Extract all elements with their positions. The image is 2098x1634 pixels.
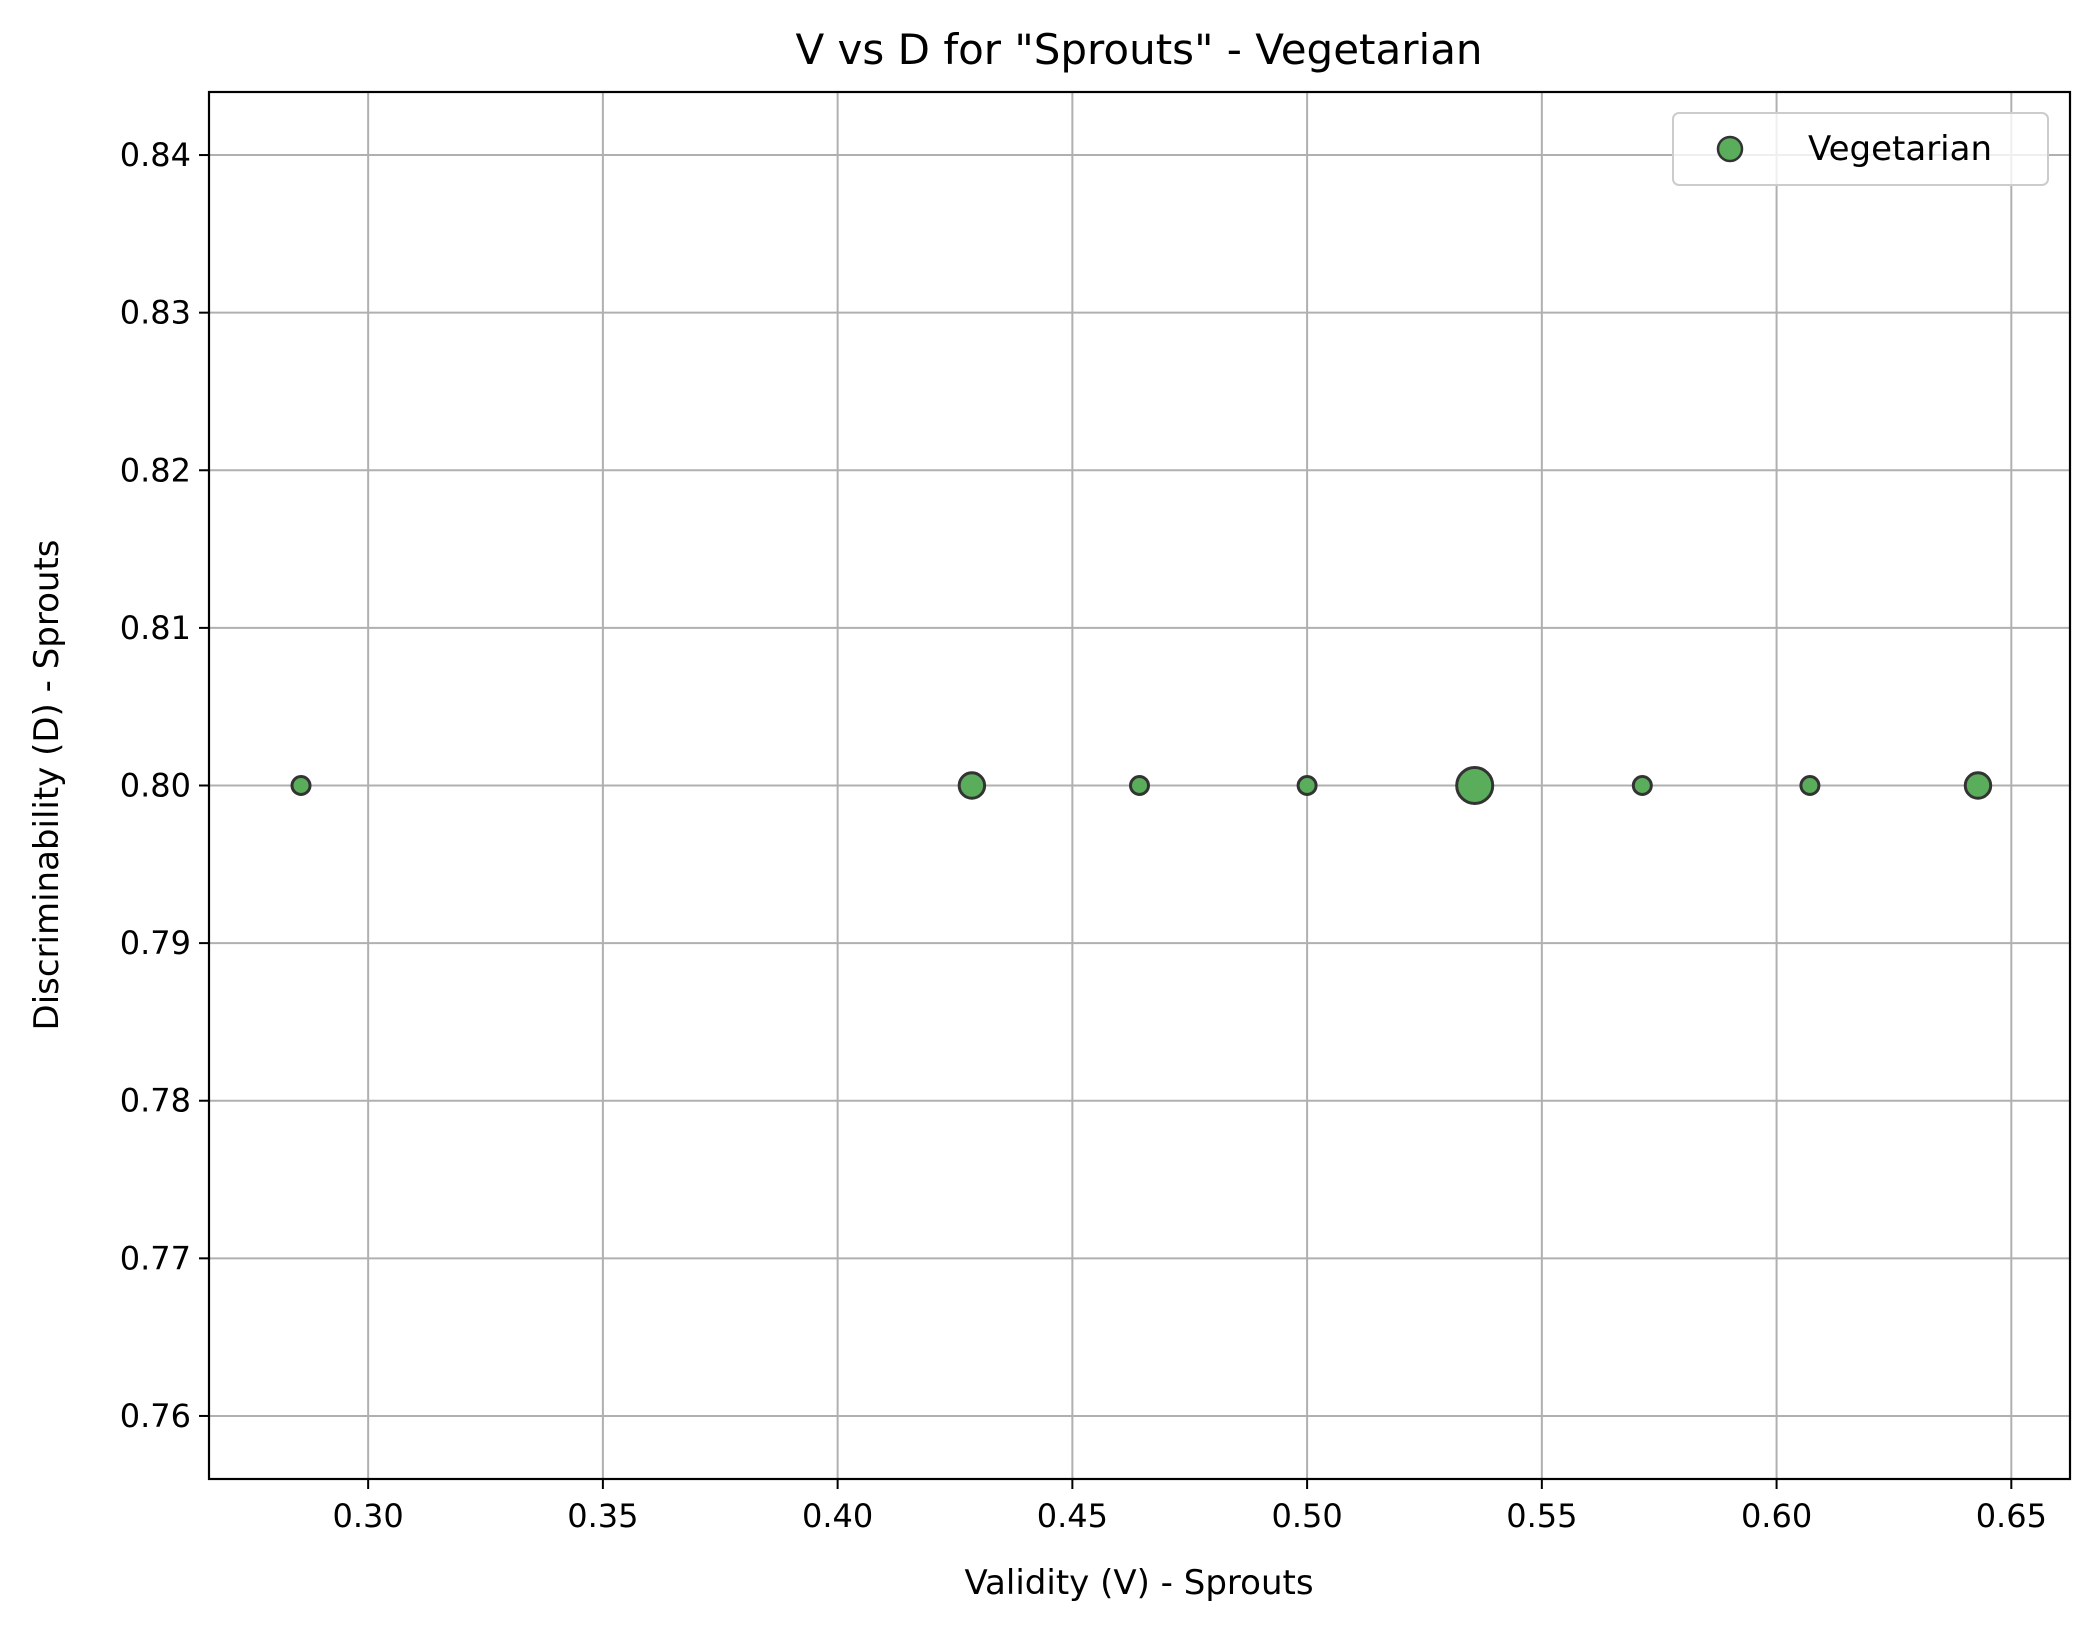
x-tick-label: 0.55	[1506, 1497, 1577, 1535]
data-point	[957, 771, 987, 800]
data-point	[1963, 771, 1993, 800]
x-tick-label: 0.60	[1741, 1497, 1812, 1535]
data-point	[1129, 775, 1150, 796]
x-axis-label: Validity (V) - Sprouts	[964, 1563, 1313, 1603]
y-tick-label: 0.79	[120, 924, 191, 962]
y-tick-label: 0.82	[120, 451, 191, 489]
y-tick-label: 0.78	[120, 1082, 191, 1120]
legend-box	[1672, 112, 2049, 186]
data-point	[290, 775, 312, 796]
y-tick-label: 0.83	[120, 294, 191, 332]
legend-label-vegetarian: Vegetarian	[1808, 129, 1992, 169]
y-axis-label: Discriminability (D) - Sprouts	[27, 540, 67, 1031]
x-tick-label: 0.50	[1271, 1497, 1342, 1535]
x-tick-label: 0.35	[567, 1497, 638, 1535]
legend: Vegetarian	[1672, 112, 2049, 186]
x-tick-label: 0.30	[333, 1497, 404, 1535]
data-point	[1455, 766, 1495, 805]
data-point	[1631, 775, 1653, 796]
data-points	[290, 766, 1993, 805]
x-tick-label: 0.65	[1976, 1497, 2047, 1535]
y-tick-label: 0.77	[120, 1239, 191, 1277]
y-tick-label: 0.84	[120, 136, 191, 174]
data-point	[1799, 775, 1821, 796]
x-tick-label: 0.40	[802, 1497, 873, 1535]
chart-title: V vs D for "Sprouts" - Vegetarian	[795, 25, 1482, 74]
x-axis-ticks: 0.30 0.35 0.40 0.45 0.50 0.55 0.60 0.65	[333, 1479, 2047, 1535]
x-tick-label: 0.45	[1037, 1497, 1108, 1535]
y-axis-ticks: 0.76 0.77 0.78 0.79 0.80 0.81 0.82 0.83 0.84	[120, 136, 209, 1435]
y-tick-label: 0.80	[120, 767, 191, 805]
y-tick-label: 0.76	[120, 1397, 191, 1435]
legend-marker-vegetarian	[1716, 135, 1744, 163]
y-tick-label: 0.81	[120, 609, 191, 647]
data-point	[1296, 775, 1318, 796]
